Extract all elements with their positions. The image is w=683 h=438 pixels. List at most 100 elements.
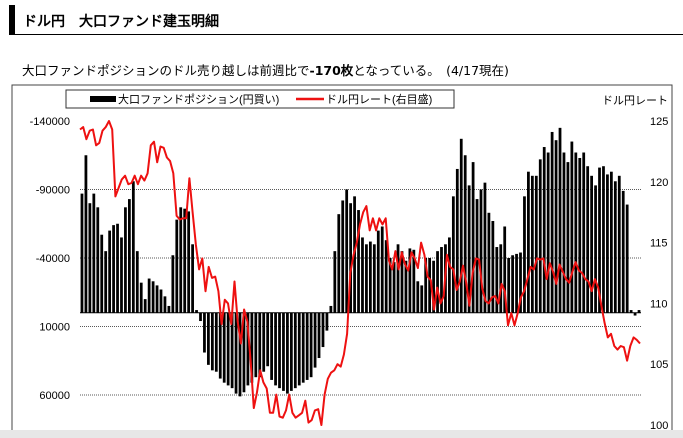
legend: 大口ファンドポジション(円買い) ドル円レート(右目盛) xyxy=(65,89,455,109)
section-title: ドル円 大口ファンド建玉明細 xyxy=(23,14,219,30)
position-bar xyxy=(598,167,601,313)
position-bar xyxy=(471,162,475,313)
position-bar xyxy=(289,312,293,391)
position-bar xyxy=(463,155,467,313)
position-bar xyxy=(262,312,266,372)
position-bar xyxy=(80,193,84,313)
position-bar xyxy=(368,241,372,313)
position-bar xyxy=(586,166,590,313)
position-bar xyxy=(195,310,198,313)
position-bar xyxy=(384,240,388,313)
position-bar xyxy=(436,251,439,313)
position-bar xyxy=(534,175,538,313)
position-bar xyxy=(92,193,96,313)
position-bar xyxy=(633,312,637,316)
position-bar xyxy=(100,234,104,313)
right-tick-label: 105 xyxy=(650,359,668,371)
position-bar xyxy=(582,152,586,313)
position-bar xyxy=(511,255,514,313)
position-bar xyxy=(448,237,451,313)
position-bar xyxy=(183,208,187,313)
position-bar xyxy=(147,278,151,313)
position-bar xyxy=(143,299,147,313)
position-bar xyxy=(515,253,518,313)
position-bar xyxy=(155,285,159,313)
position-bar xyxy=(475,199,479,313)
legend-line-label: ドル円レート(右目盛) xyxy=(326,92,432,106)
position-bar xyxy=(570,141,574,313)
position-bar xyxy=(207,312,210,365)
position-bar xyxy=(313,312,317,368)
position-bar xyxy=(376,230,380,313)
position-bar xyxy=(163,296,167,313)
position-bar xyxy=(131,181,135,313)
position-bar xyxy=(365,244,368,313)
position-bar xyxy=(538,159,542,313)
position-bar xyxy=(234,312,238,394)
right-axis-title: ドル円レート xyxy=(602,95,668,107)
position-bar xyxy=(175,219,179,313)
position-bar xyxy=(479,189,483,313)
position-bar xyxy=(345,189,349,313)
position-bar xyxy=(594,185,597,313)
position-bar xyxy=(440,247,443,313)
position-bar xyxy=(167,305,171,313)
position-bar xyxy=(250,312,254,383)
position-bar xyxy=(301,312,305,383)
right-axis-ticks: 125 120 115 110 105 100 xyxy=(650,116,668,432)
position-bar xyxy=(88,203,92,313)
position-bar xyxy=(562,152,566,313)
position-bar xyxy=(451,196,455,313)
position-bar xyxy=(606,174,609,313)
position-bar xyxy=(171,255,175,313)
position-bar xyxy=(139,282,143,313)
position-bar xyxy=(104,251,108,313)
position-bar xyxy=(116,223,119,313)
position-bar xyxy=(124,207,127,313)
position-bar xyxy=(203,312,206,353)
position-bar xyxy=(151,281,155,313)
position-bar xyxy=(507,258,511,313)
position-bar xyxy=(159,289,163,313)
position-bar xyxy=(613,181,617,313)
position-bar xyxy=(135,251,139,313)
position-bar xyxy=(388,258,392,313)
bar-series xyxy=(80,127,641,397)
legend-bar-label: 大口ファンドポジション(円買い) xyxy=(118,92,279,106)
position-bar xyxy=(550,131,554,313)
position-bar xyxy=(297,312,301,386)
position-bar xyxy=(566,162,570,313)
rate-line xyxy=(79,120,641,426)
position-bar xyxy=(424,258,428,313)
summary-suffix: となっている。 xyxy=(353,63,434,78)
summary-prefix: 大口ファンドポジションのドル売り越しは前週比で xyxy=(22,63,310,78)
position-bar xyxy=(199,312,202,322)
summary-date: (4/17現在) xyxy=(446,63,509,78)
position-bar xyxy=(546,152,550,313)
position-bar xyxy=(554,140,558,313)
position-bar xyxy=(621,190,625,313)
position-bar xyxy=(400,251,404,313)
position-bar xyxy=(412,249,416,313)
position-bar xyxy=(179,207,183,313)
position-bar xyxy=(120,237,123,313)
position-bar xyxy=(321,312,325,348)
position-bar xyxy=(380,226,384,313)
position-bar xyxy=(286,312,289,394)
position-bar xyxy=(278,312,281,389)
position-bar xyxy=(282,312,285,391)
position-bar xyxy=(254,312,258,378)
position-bar xyxy=(84,155,88,313)
position-bar xyxy=(609,171,613,313)
position-bar xyxy=(625,204,629,313)
position-bar xyxy=(293,312,297,389)
position-bar xyxy=(317,312,321,359)
position-bar xyxy=(396,244,400,313)
summary-text: 大口ファンドポジションのドル売り越しは前週比で-170枚となっている。 (4/1… xyxy=(22,60,509,79)
position-bar xyxy=(455,168,459,313)
position-bar xyxy=(590,175,593,313)
position-bar xyxy=(491,221,495,313)
position-bar xyxy=(270,312,273,380)
position-bar xyxy=(637,310,641,313)
